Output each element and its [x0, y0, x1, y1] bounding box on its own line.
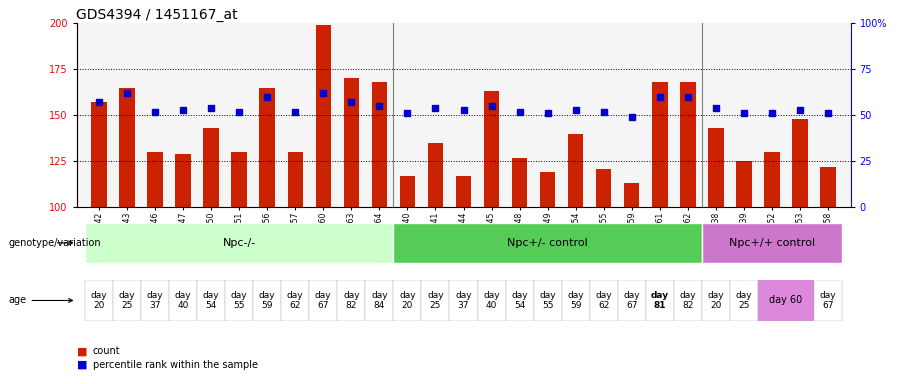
Bar [702, 223, 842, 263]
Text: day
59: day 59 [567, 291, 584, 310]
Bar [764, 152, 779, 207]
Bar [344, 78, 359, 207]
Bar [568, 134, 583, 207]
Text: day
82: day 82 [680, 291, 697, 310]
Bar [400, 176, 415, 207]
Bar [231, 152, 247, 207]
Bar [478, 280, 506, 321]
Bar [680, 82, 696, 207]
Text: day
62: day 62 [596, 291, 612, 310]
Bar [506, 280, 534, 321]
Bar [512, 157, 527, 207]
Bar [624, 184, 640, 207]
Bar [730, 280, 758, 321]
Bar [708, 128, 724, 207]
Bar [120, 88, 135, 207]
Text: day
25: day 25 [119, 291, 135, 310]
Bar [85, 223, 393, 263]
Bar [197, 280, 225, 321]
Bar [372, 82, 387, 207]
Text: day
67: day 67 [624, 291, 640, 310]
Bar [617, 280, 646, 321]
Text: day
81: day 81 [651, 291, 669, 310]
Bar [176, 154, 191, 207]
Text: count: count [93, 346, 121, 356]
Bar [590, 280, 617, 321]
Bar [646, 280, 674, 321]
Bar [449, 280, 478, 321]
Bar [484, 91, 500, 207]
Text: day
55: day 55 [230, 291, 248, 310]
Bar [259, 88, 274, 207]
Bar [428, 143, 443, 207]
Bar [85, 280, 113, 321]
Bar [169, 280, 197, 321]
Text: day
84: day 84 [371, 291, 388, 310]
Bar [652, 82, 668, 207]
Bar [534, 280, 562, 321]
Bar [225, 280, 253, 321]
Text: ■: ■ [76, 346, 87, 356]
Text: age: age [8, 295, 73, 306]
Text: GDS4394 / 1451167_at: GDS4394 / 1451167_at [76, 8, 238, 22]
Bar [393, 280, 421, 321]
Text: day
55: day 55 [539, 291, 556, 310]
Text: day
40: day 40 [175, 291, 192, 310]
Bar [758, 280, 814, 321]
Bar [253, 280, 281, 321]
Bar [310, 280, 338, 321]
Text: day
40: day 40 [483, 291, 500, 310]
Text: day
82: day 82 [343, 291, 360, 310]
Text: day
59: day 59 [259, 291, 275, 310]
Text: day
67: day 67 [315, 291, 331, 310]
Bar [702, 280, 730, 321]
Text: percentile rank within the sample: percentile rank within the sample [93, 360, 257, 370]
Text: day
37: day 37 [147, 291, 163, 310]
Text: day
54: day 54 [511, 291, 528, 310]
Bar [113, 280, 141, 321]
Text: day
25: day 25 [735, 291, 752, 310]
Bar [455, 176, 472, 207]
Text: Npc+/- control: Npc+/- control [508, 238, 588, 248]
Text: day
25: day 25 [428, 291, 444, 310]
Bar [540, 172, 555, 207]
Bar [674, 280, 702, 321]
Text: day
20: day 20 [399, 291, 416, 310]
Text: day
54: day 54 [202, 291, 220, 310]
Bar [141, 280, 169, 321]
Bar [393, 223, 702, 263]
Text: ■: ■ [76, 360, 87, 370]
Bar [91, 102, 106, 207]
Text: Npc+/+ control: Npc+/+ control [729, 238, 815, 248]
Bar [281, 280, 310, 321]
Bar [365, 280, 393, 321]
Bar [148, 152, 163, 207]
Text: day
20: day 20 [91, 291, 107, 310]
Text: genotype/variation: genotype/variation [8, 238, 101, 248]
Bar [338, 280, 365, 321]
Text: day
20: day 20 [707, 291, 724, 310]
Text: day
37: day 37 [455, 291, 472, 310]
Bar [792, 119, 807, 207]
Bar [821, 167, 836, 207]
Bar [421, 280, 449, 321]
Text: day
67: day 67 [820, 291, 836, 310]
Bar [287, 152, 303, 207]
Bar [316, 25, 331, 207]
Text: day
62: day 62 [287, 291, 303, 310]
Bar [562, 280, 590, 321]
Bar [596, 169, 611, 207]
Text: day 60: day 60 [770, 295, 803, 306]
Bar [203, 128, 219, 207]
Bar [736, 161, 752, 207]
Bar [814, 280, 842, 321]
Text: Npc-/-: Npc-/- [222, 238, 256, 248]
